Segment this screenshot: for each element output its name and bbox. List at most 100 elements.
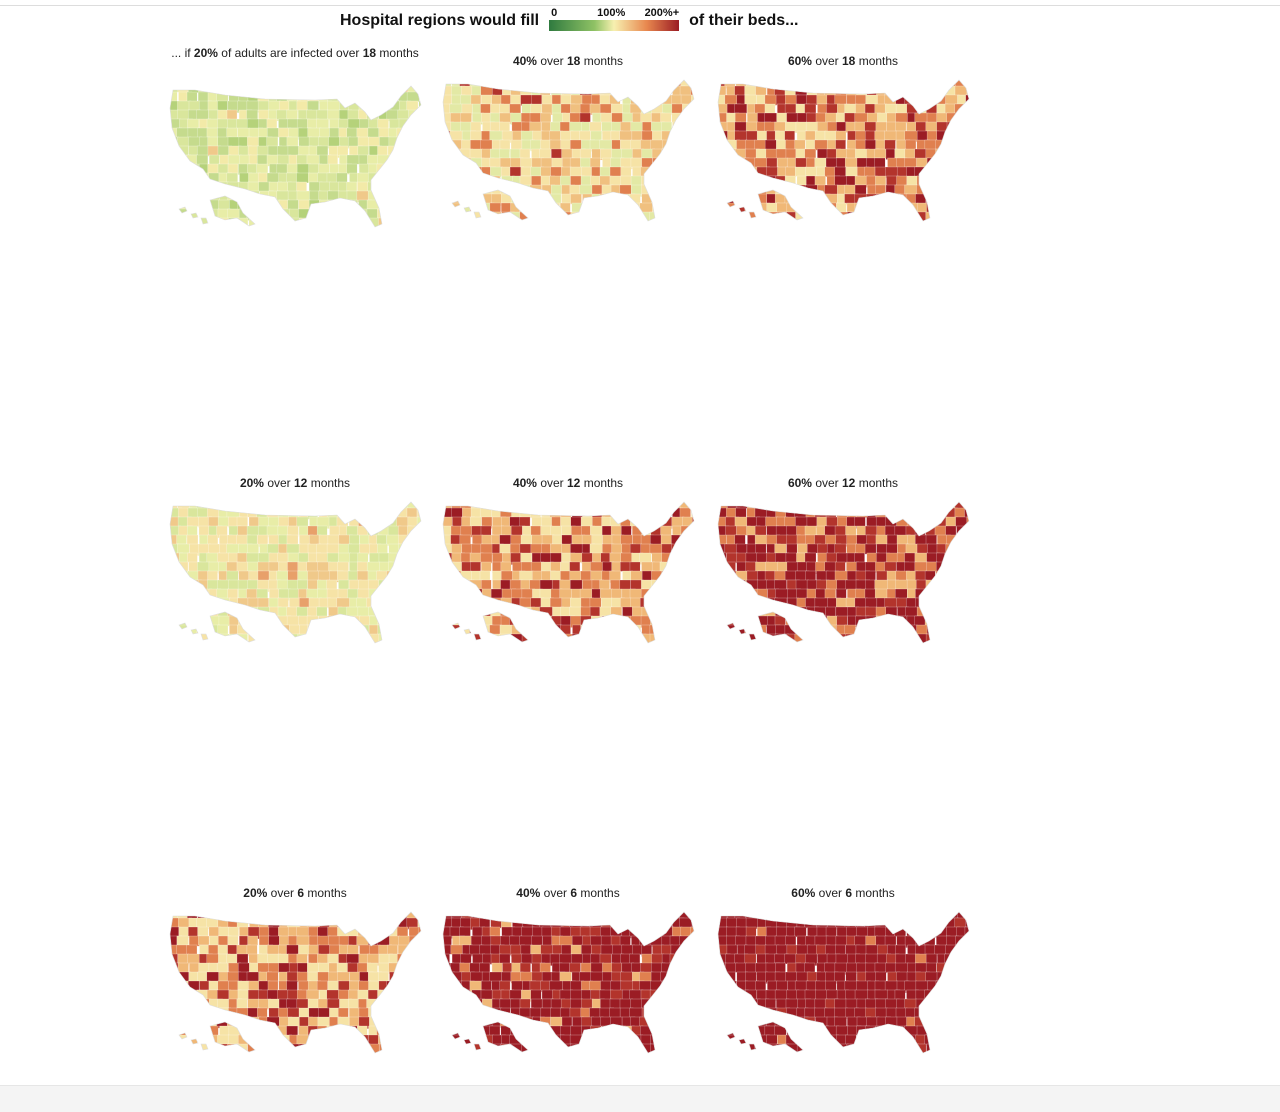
- region-cell: [804, 1043, 819, 1053]
- region-cell: [884, 85, 898, 96]
- region-cell: [443, 552, 454, 565]
- region-cell: [562, 912, 576, 921]
- region-cell: [682, 570, 694, 581]
- region-cell: [718, 962, 727, 973]
- region-cell: [736, 588, 747, 601]
- region-cell: [217, 998, 230, 1009]
- region-cell: [407, 962, 420, 975]
- region-cell: [469, 624, 482, 635]
- region-cell: [398, 1007, 410, 1020]
- region-cell: [935, 202, 949, 213]
- region-cell: [718, 1052, 731, 1053]
- title-pct: 60%: [791, 886, 816, 900]
- region-cell: [358, 516, 372, 528]
- region-cell: [915, 80, 929, 87]
- region-cell: [670, 588, 682, 599]
- region-cell: [549, 597, 563, 608]
- region-cell: [317, 971, 330, 982]
- us-choropleth-map: [169, 85, 422, 228]
- region-cell: [176, 534, 187, 545]
- region-cell: [925, 633, 938, 643]
- region-cell: [531, 1043, 544, 1053]
- region-cell: [681, 193, 694, 205]
- title-mid: of adults are infected over: [217, 46, 363, 60]
- region-cell: [170, 633, 182, 643]
- region-cell: [681, 552, 694, 565]
- region-cell: [755, 543, 767, 555]
- region-cell: [417, 606, 421, 619]
- region-cell: [170, 624, 179, 637]
- region-cell: [396, 127, 409, 139]
- title-mid: over: [811, 476, 842, 490]
- region-cell: [398, 971, 410, 984]
- region-cell: [368, 917, 381, 930]
- region-cell: [734, 121, 748, 132]
- region-cell: [337, 561, 349, 572]
- region-cell: [967, 193, 969, 204]
- region-cell: [408, 543, 421, 555]
- region-cell: [886, 534, 898, 546]
- region-cell: [652, 202, 665, 214]
- region-cell: [317, 226, 330, 227]
- region-cell: [462, 998, 475, 1009]
- region-cell: [825, 633, 837, 643]
- region-cell: [443, 148, 452, 161]
- region-cell: [258, 502, 269, 512]
- region-cell: [659, 507, 671, 520]
- region-cell: [286, 944, 299, 955]
- region-cell: [530, 80, 544, 88]
- region-cell: [660, 998, 672, 1011]
- region-cell: [407, 118, 421, 130]
- us-outline: [717, 79, 970, 222]
- region-cell: [551, 148, 564, 160]
- region-cell: [670, 561, 685, 574]
- region-cell: [611, 624, 623, 638]
- region-cell: [368, 588, 380, 600]
- region-cell: [196, 181, 208, 194]
- region-cell: [621, 507, 635, 519]
- region-cell: [407, 199, 420, 212]
- region-cell: [207, 912, 222, 919]
- region-cell: [671, 962, 684, 973]
- title-months: 18: [567, 54, 581, 68]
- region-cell: [337, 912, 350, 921]
- region-cell: [416, 579, 421, 591]
- region-cell: [491, 962, 503, 974]
- region-cell: [347, 615, 362, 628]
- region-cell: [746, 1016, 759, 1029]
- region-cell: [681, 202, 694, 214]
- region-cell: [418, 1016, 421, 1027]
- region-cell: [418, 615, 421, 627]
- region-cell: [864, 633, 879, 643]
- region-cell: [718, 642, 730, 643]
- region-cell: [691, 211, 694, 221]
- region-cell: [378, 199, 393, 210]
- region-cell: [630, 1043, 644, 1053]
- region-cell: [937, 1025, 951, 1038]
- region-cell: [349, 971, 361, 982]
- region-cell: [407, 642, 420, 643]
- region-cell: [725, 211, 738, 221]
- region-cell: [451, 220, 465, 221]
- region-cell: [419, 91, 421, 102]
- region-cell: [937, 1052, 948, 1053]
- region-cell: [670, 624, 683, 638]
- region-cell: [774, 543, 787, 555]
- region-cell: [177, 543, 190, 555]
- region-cell: [679, 148, 694, 161]
- region-cell: [327, 100, 340, 111]
- region-cell: [836, 202, 847, 213]
- region-cell: [376, 570, 389, 582]
- region-cell: [690, 543, 694, 555]
- region-cell: [459, 175, 474, 187]
- region-cell: [386, 1016, 399, 1028]
- region-cell: [650, 606, 664, 618]
- region-cell: [187, 208, 201, 219]
- region-cell: [510, 220, 522, 221]
- region-cell: [736, 166, 748, 178]
- region-cell: [357, 588, 370, 600]
- region-cell: [914, 926, 928, 939]
- region-cell: [358, 1043, 371, 1053]
- region-cell: [965, 552, 969, 564]
- region-cell: [550, 220, 564, 221]
